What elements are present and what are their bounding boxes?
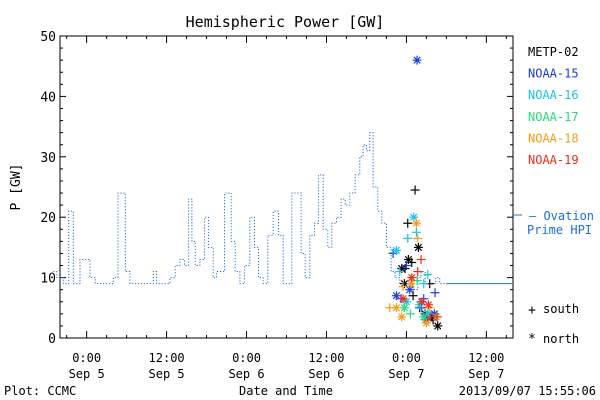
x-tick-time: 12:00: [468, 351, 504, 365]
data-point-south: [403, 218, 413, 228]
south-symbol: +: [528, 303, 536, 318]
data-point-north: [391, 303, 401, 313]
y-tick-label: 30: [40, 151, 56, 166]
x-axis-label: Date and Time: [239, 384, 333, 398]
data-point-north: [391, 245, 401, 255]
point-stroke: [392, 304, 401, 312]
data-point-south: [413, 267, 423, 277]
x-tick-date: Sep 5: [69, 367, 105, 381]
data-point-north: [407, 273, 417, 283]
x-tick-date: Sep 6: [228, 367, 264, 381]
point-stroke: [400, 304, 409, 312]
y-axis-label: P [GW]: [9, 164, 24, 211]
ovation-series: [53, 132, 513, 291]
data-point-north: [391, 291, 401, 301]
point-stroke: [413, 56, 421, 64]
legend-entry: METP-02: [528, 45, 579, 59]
plot-timestamp: 2013/09/07 15:55:06: [459, 384, 596, 398]
data-point-north: [423, 300, 433, 310]
point-stroke: [424, 301, 433, 309]
chart-title: Hemispheric Power [GW]: [186, 13, 385, 31]
x-axis: 0:00 Sep 5 12:00 Sep 5 0:00 Sep 6 12:00 Sep 6 0:…: [66, 36, 507, 381]
point-stroke: [392, 292, 401, 300]
point-stroke: [400, 279, 409, 288]
point-stroke: [392, 246, 401, 255]
point-stroke: [399, 295, 407, 303]
data-point-north: [433, 321, 443, 331]
x-tick-time: 0:00: [232, 351, 261, 365]
ovation-legend-label-1: – Ovation: [529, 209, 594, 223]
data-point-north: [399, 303, 409, 313]
plot-credit: Plot: CCMC: [4, 384, 76, 398]
data-point-north: [417, 297, 427, 307]
y-tick-label: 0: [48, 332, 56, 347]
data-point-south: [423, 270, 433, 280]
y-tick-label: 10: [40, 272, 56, 287]
point-stroke: [420, 313, 428, 321]
data-point-north: [403, 254, 413, 264]
point-stroke: [408, 273, 416, 282]
data-point-north: [398, 294, 408, 304]
x-tick-date: Sep 7: [468, 367, 504, 381]
plot-frame: [59, 35, 514, 339]
x-tick-time: 12:00: [149, 351, 185, 365]
y-tick-label: 40: [40, 90, 56, 105]
data-point-south: [432, 312, 442, 322]
data-point-north: [412, 55, 422, 65]
y-tick-label: 20: [40, 211, 56, 226]
x-tick-date: Sep 5: [149, 367, 185, 381]
point-stroke: [412, 219, 421, 227]
data-point-south: [430, 288, 440, 298]
data-point-north: [411, 218, 421, 228]
data-point-north: [406, 279, 416, 289]
point-stroke: [414, 243, 423, 252]
point-stroke: [418, 298, 426, 306]
legend-entry: NOAA-16: [528, 88, 579, 102]
data-point-north: [421, 318, 431, 328]
x-tick-time: 0:00: [72, 351, 101, 365]
point-stroke: [410, 213, 418, 221]
satellite-points: [385, 55, 443, 331]
data-point-north: [397, 312, 407, 322]
legend-entry: NOAA-17: [528, 110, 579, 124]
legend-entry: NOAA-15: [528, 67, 579, 81]
data-point-south: [413, 233, 423, 243]
point-stroke: [434, 322, 442, 330]
legend: METP-02 NOAA-15 NOAA-16 NOAA-17 NOAA-18 NOAA-…: [513, 45, 594, 347]
data-point-south: [401, 261, 411, 271]
x-tick-time: 0:00: [392, 351, 421, 365]
point-stroke: [407, 279, 415, 288]
south-label: south: [543, 302, 579, 316]
legend-entry: NOAA-19: [528, 153, 579, 167]
y-axis: 0 10 20 30 40 50: [40, 30, 513, 347]
data-point-south: [416, 254, 426, 264]
data-point-south: [398, 282, 408, 292]
data-point-north: [405, 285, 415, 295]
x-tick-date: Sep 7: [388, 367, 424, 381]
point-stroke: [406, 286, 414, 294]
data-point-south: [411, 227, 421, 237]
north-label: north: [543, 332, 579, 346]
data-point-south: [395, 267, 405, 277]
point-stroke: [422, 319, 431, 327]
point-stroke: [430, 310, 439, 318]
data-point-south: [419, 279, 429, 289]
point-stroke: [398, 313, 406, 321]
data-point-south: [403, 233, 413, 243]
data-point-south: [410, 185, 420, 195]
y-tick-label: 50: [40, 30, 56, 45]
x-tick-date: Sep 6: [308, 367, 344, 381]
ovation-legend-label-2: Prime HPI: [527, 223, 592, 237]
north-symbol: *: [528, 332, 536, 347]
x-tick-time: 12:00: [308, 351, 344, 365]
ovation-step-line: [53, 132, 447, 291]
data-point-south: [405, 309, 415, 319]
data-point-north: [413, 242, 423, 252]
legend-entry: NOAA-18: [528, 131, 579, 145]
